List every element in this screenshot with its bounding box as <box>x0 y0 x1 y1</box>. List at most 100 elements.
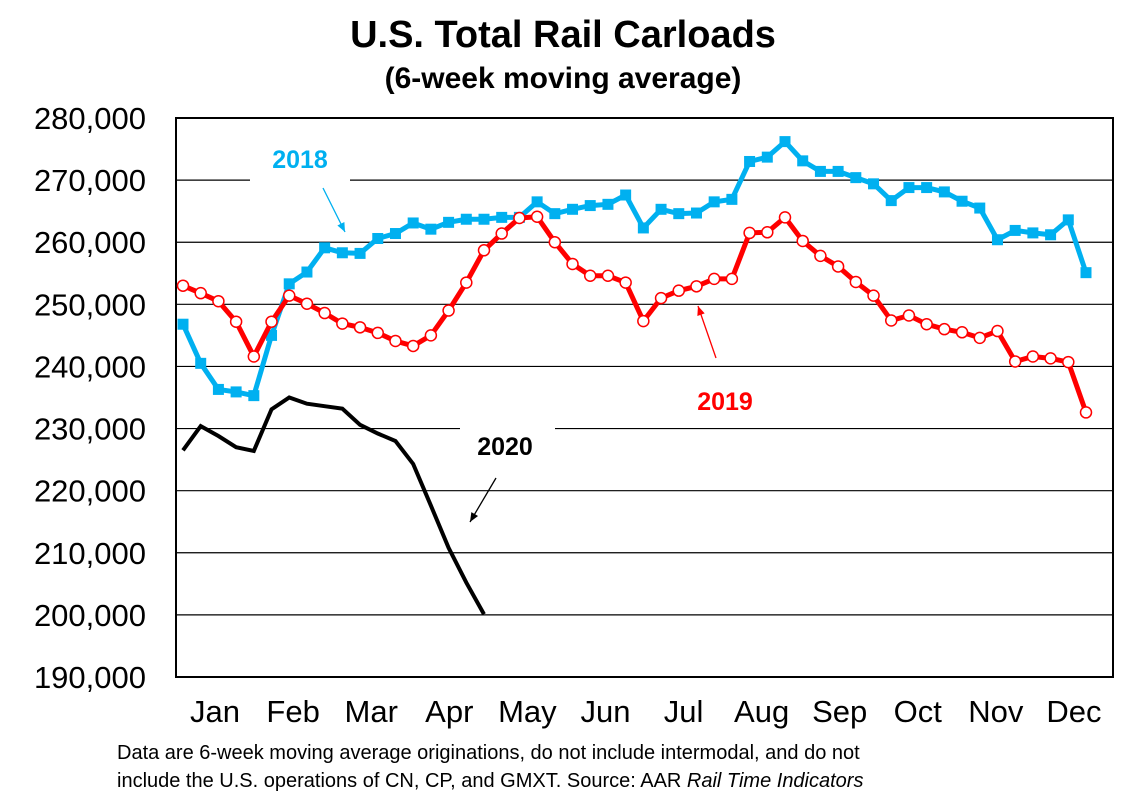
data-point-2018 <box>336 247 348 259</box>
data-point-2018 <box>797 155 809 167</box>
y-tick-label: 190,000 <box>34 660 146 695</box>
data-point-2018 <box>549 208 561 220</box>
data-point-2019 <box>973 331 987 345</box>
data-point-2019 <box>282 289 296 302</box>
data-point-2018 <box>177 318 189 330</box>
x-tick-label: Feb <box>266 694 319 729</box>
series-label-2020: 2020 <box>477 433 533 461</box>
plot-border <box>175 117 1114 678</box>
data-point-2018 <box>496 211 508 223</box>
data-point-2018 <box>531 196 543 208</box>
data-point-2019 <box>938 322 951 336</box>
series-line-2018 <box>180 138 1089 399</box>
data-point-2018 <box>974 202 986 214</box>
data-point-2019 <box>406 339 420 353</box>
data-point-2019 <box>778 211 792 224</box>
series-line-2020 <box>181 395 486 616</box>
y-tick-label: 210,000 <box>34 536 146 571</box>
data-point-2018 <box>726 193 738 205</box>
x-tick-label: Sep <box>812 694 867 729</box>
data-point-2018 <box>372 232 384 244</box>
data-point-2018 <box>938 186 950 198</box>
data-point-2018 <box>956 195 968 207</box>
data-point-2018 <box>921 182 933 194</box>
footnote-line-2: include the U.S. operations of CN, CP, a… <box>117 770 863 793</box>
data-point-2019 <box>477 244 491 257</box>
y-tick-label: 230,000 <box>34 412 146 447</box>
data-point-2019 <box>725 272 739 286</box>
data-point-2019 <box>300 297 314 310</box>
data-point-2019 <box>247 350 261 363</box>
data-point-2019 <box>1079 406 1093 419</box>
data-point-2018 <box>655 203 667 215</box>
data-point-2019 <box>336 317 349 330</box>
arrowhead-2018 <box>337 222 345 232</box>
label-bg <box>250 140 350 190</box>
data-point-2018 <box>460 213 472 225</box>
data-point-2019 <box>212 294 225 308</box>
data-point-2018 <box>212 383 224 395</box>
chart-subtitle: (6-week moving average) <box>384 62 742 95</box>
data-point-2018 <box>885 195 897 207</box>
data-point-2019 <box>318 306 331 320</box>
data-point-2019 <box>867 289 880 302</box>
y-tick-label: 220,000 <box>34 474 146 509</box>
data-point-2019 <box>371 326 385 340</box>
data-point-2018 <box>319 242 331 254</box>
footnote-source: Rail Time Indicators <box>686 770 864 792</box>
data-point-2019 <box>442 304 455 317</box>
x-tick-label: Nov <box>968 694 1024 729</box>
y-tick-label: 250,000 <box>34 287 146 322</box>
data-point-2019 <box>566 257 579 271</box>
data-point-2019 <box>389 334 402 348</box>
data-point-2018 <box>991 234 1003 246</box>
x-tick-label: Oct <box>894 694 943 729</box>
data-point-2018 <box>567 203 579 215</box>
data-point-2018 <box>903 182 915 194</box>
data-point-2018 <box>708 196 720 208</box>
footnote-text: include the U.S. operations of CN, CP, a… <box>117 770 687 792</box>
data-point-2019 <box>902 309 916 322</box>
data-point-2018 <box>637 222 649 234</box>
data-point-2019 <box>1044 352 1057 365</box>
label-bg <box>460 420 555 460</box>
data-point-2019 <box>920 317 933 331</box>
y-tick-label: 200,000 <box>34 598 146 633</box>
data-point-2019 <box>1026 350 1040 363</box>
data-point-2019 <box>955 326 969 339</box>
data-point-2019 <box>460 276 473 289</box>
x-tick-label: Jan <box>190 694 240 729</box>
data-point-2018 <box>283 278 295 290</box>
data-point-2018 <box>620 189 632 201</box>
series-label-2018: 2018 <box>272 146 328 174</box>
data-point-2019 <box>424 329 438 342</box>
data-point-2019 <box>690 280 703 293</box>
data-point-2018 <box>814 165 826 177</box>
data-point-2019 <box>513 211 526 225</box>
data-point-2018 <box>850 172 862 184</box>
data-point-2018 <box>584 200 596 212</box>
data-point-2019 <box>548 235 562 249</box>
data-point-2019 <box>884 314 898 327</box>
data-point-2018 <box>602 198 614 210</box>
data-point-2019 <box>194 286 207 300</box>
data-point-2019 <box>743 226 756 240</box>
x-tick-label: May <box>498 694 557 729</box>
data-point-2019 <box>707 272 721 286</box>
series-line-2019 <box>182 213 1089 414</box>
footnote-line-1: Data are 6-week moving average originati… <box>117 742 860 764</box>
data-point-2019 <box>353 321 367 334</box>
arrowhead-2019 <box>697 306 705 316</box>
data-point-2019 <box>176 279 190 292</box>
data-point-2019 <box>991 324 1004 338</box>
x-tick-label: Dec <box>1046 694 1101 729</box>
data-point-2019 <box>849 275 863 289</box>
x-tick-label: Apr <box>425 694 473 729</box>
data-point-2018 <box>1009 224 1021 236</box>
y-tick-label: 240,000 <box>34 349 146 384</box>
data-point-2019 <box>637 314 650 328</box>
data-point-2019 <box>530 210 544 224</box>
data-point-2019 <box>583 269 597 283</box>
data-point-2018 <box>1027 227 1039 239</box>
